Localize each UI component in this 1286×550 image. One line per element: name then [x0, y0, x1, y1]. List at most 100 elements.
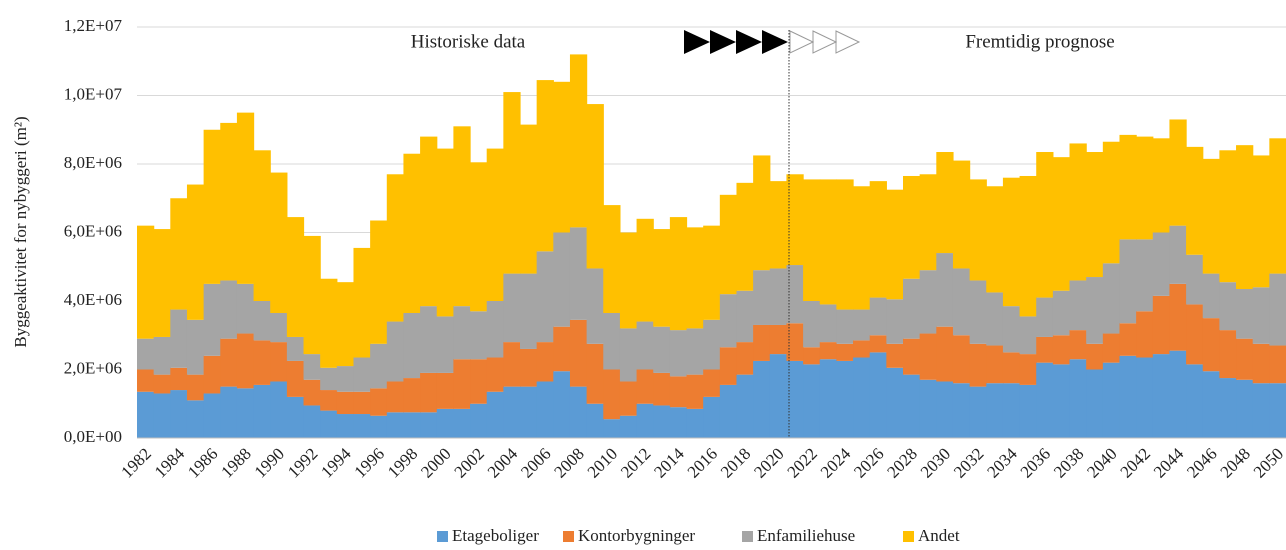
- bar-segment: [453, 408, 471, 438]
- bar-segment: [303, 379, 321, 406]
- legend-label: Enfamiliehuse: [757, 526, 855, 545]
- bar-segment: [719, 294, 738, 348]
- x-tick-label: 2014: [650, 444, 688, 482]
- bar-segment: [520, 124, 538, 274]
- bar-segment: [1269, 345, 1286, 384]
- bar-segment: [203, 129, 221, 284]
- bar-segment: [952, 383, 971, 438]
- bar-segment: [1102, 263, 1121, 334]
- bar-segment: [803, 364, 821, 438]
- bar-segment: [753, 155, 771, 271]
- bar-segment: [170, 198, 188, 310]
- bar-segment: [653, 229, 671, 327]
- bar-segment: [1002, 306, 1021, 353]
- bar-segment: [1152, 354, 1171, 438]
- bar-segment: [569, 319, 588, 387]
- bar-segment: [619, 232, 638, 329]
- bar-segment: [353, 414, 371, 438]
- legend-label: Kontorbygninger: [578, 526, 695, 545]
- bar-segment: [553, 81, 571, 233]
- bar-segment: [819, 179, 837, 305]
- bar-segment: [420, 306, 438, 373]
- bar-segment: [303, 405, 321, 438]
- bar-segment: [420, 412, 438, 438]
- bar-segment: [186, 319, 205, 375]
- bar-segment: [253, 340, 271, 385]
- bar-segment: [686, 227, 704, 329]
- arrows: [684, 30, 861, 54]
- bar-segment: [1136, 357, 1154, 438]
- bar-segment: [153, 336, 171, 375]
- bar-segment: [286, 336, 305, 361]
- bar-segment: [903, 278, 921, 339]
- bar-segment: [203, 355, 221, 394]
- bar-segment: [603, 419, 621, 438]
- x-tick-label: 1984: [151, 444, 189, 482]
- bar-segment: [903, 338, 921, 375]
- bar-segment: [253, 301, 271, 341]
- bar-segment: [503, 92, 521, 274]
- bar-segment: [936, 381, 954, 438]
- bar-segment: [370, 343, 388, 389]
- bar-segment: [170, 390, 188, 438]
- bar-segment: [853, 186, 871, 310]
- bar-segment: [220, 386, 238, 438]
- bar-segment: [569, 386, 588, 438]
- bar-segment: [336, 391, 355, 415]
- bar-segment: [636, 369, 654, 404]
- bar-segment: [769, 324, 788, 355]
- x-tick-label: 2048: [1216, 444, 1253, 481]
- x-tick-label: 2044: [1150, 444, 1188, 482]
- bar-segment: [919, 379, 937, 438]
- annotation: Fremtidig prognose: [965, 31, 1114, 52]
- x-tick-label: 2046: [1183, 444, 1220, 481]
- bar-segment: [170, 367, 188, 391]
- bar-segment: [1019, 384, 1037, 438]
- arrow: [710, 30, 736, 54]
- bar-segment: [503, 273, 521, 343]
- bar-segment: [486, 391, 504, 438]
- bar-segment: [253, 384, 271, 438]
- bar-segment: [403, 312, 421, 379]
- bar-segment: [986, 186, 1004, 293]
- x-tick-label: 2036: [1017, 444, 1054, 481]
- bar-segment: [236, 388, 255, 438]
- bar-segment: [286, 360, 305, 397]
- bar-segment: [569, 227, 588, 320]
- bar-segment: [886, 299, 904, 344]
- bar-segment: [853, 357, 871, 438]
- bar-segment: [137, 391, 155, 438]
- x-tick-label: 1982: [117, 444, 154, 481]
- bar-segment: [236, 283, 255, 334]
- bar-segment: [1202, 273, 1220, 319]
- bar-segment: [336, 366, 355, 392]
- arrow: [789, 30, 815, 54]
- bar-segment: [803, 179, 821, 301]
- bar-segment: [1019, 316, 1037, 355]
- x-tick-label: 1998: [384, 444, 421, 481]
- bar-segment: [986, 292, 1004, 346]
- bar-segment: [220, 280, 238, 339]
- x-tick-label: 2038: [1050, 444, 1087, 481]
- bar-segment: [836, 360, 854, 438]
- bar-segment: [786, 360, 804, 438]
- x-tick-label: 2000: [417, 444, 454, 481]
- legend-swatch: [742, 531, 753, 542]
- bar-segment: [470, 162, 488, 312]
- bar-segment: [836, 343, 854, 361]
- bar-segment: [253, 150, 271, 301]
- bar-segment: [1236, 338, 1254, 380]
- x-tick-label: 2012: [617, 444, 654, 481]
- bar-segment: [603, 369, 621, 420]
- bar-segment: [1136, 136, 1154, 240]
- bar-segment: [886, 189, 904, 300]
- x-tick-label: 2016: [684, 444, 721, 481]
- bar-segment: [203, 283, 221, 356]
- bar-segment: [1236, 379, 1254, 438]
- bar-segment: [153, 393, 171, 438]
- bar-segment: [353, 357, 371, 392]
- bar-segment: [1269, 383, 1286, 438]
- bar-segment: [303, 354, 321, 380]
- bar-segment: [520, 273, 538, 349]
- bar-segment: [1186, 304, 1204, 365]
